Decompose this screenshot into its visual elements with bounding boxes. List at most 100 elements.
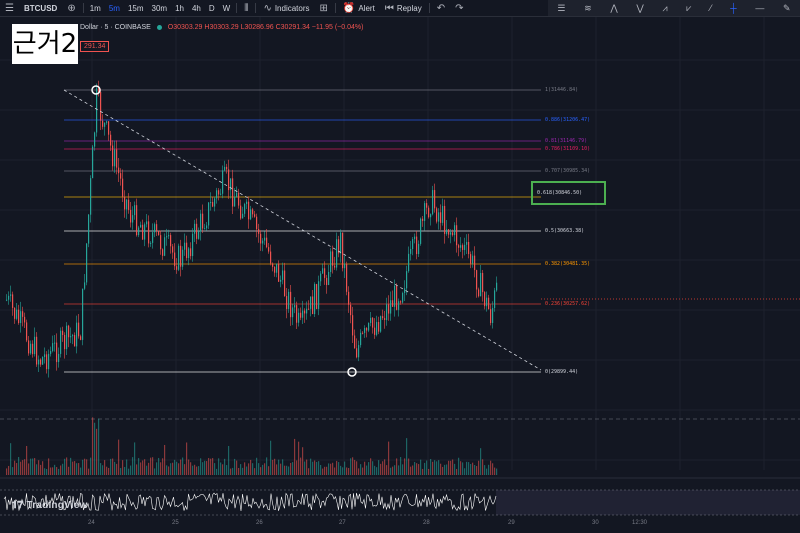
timeframe-1m[interactable]: 1m [89,3,101,13]
fib-level-label: 0(29899.44) [545,369,579,375]
volume-bar [284,465,286,475]
time-axis-label: 30 [592,520,599,526]
candle-body [320,273,322,282]
timeframe-4h[interactable]: 4h [191,3,201,13]
trend-line-icon[interactable]: ⁄ [710,3,712,13]
volume-bar [346,467,348,475]
redo-icon[interactable]: ↷ [455,2,464,14]
price-chart[interactable] [0,17,800,528]
candle-body [148,221,150,244]
candle-body [192,233,194,257]
volume-bar [84,458,86,475]
volume-bar [70,457,72,475]
volume-bar [142,460,144,475]
elliott-wave-icon[interactable]: ⩘ [662,2,668,13]
volume-bar [102,465,104,475]
candle-body [140,224,142,228]
watermark-text: TradingView [26,500,88,511]
pattern-xabcd-icon[interactable]: ⋀ [610,2,618,13]
candle-body [194,223,196,234]
timeframe-15m[interactable]: 15m [127,3,144,13]
candle-body [392,300,394,307]
volume-bar [412,465,414,475]
symbol-search-button[interactable]: BTCUSD [23,3,58,13]
time-axis-label: 25 [172,520,179,526]
candle-body [156,224,158,231]
candle-body [138,227,140,236]
pattern-abcd-icon[interactable]: ⋁ [636,2,644,13]
candle-body [354,335,356,349]
volume-bar [282,459,284,475]
candle-body [474,255,476,271]
volume-bar [468,462,470,475]
indicators-button[interactable]: ∿ Indicators [258,0,314,16]
volume-bar [170,463,172,475]
volume-bar [120,468,122,475]
templates-icon[interactable]: ⊞ [319,2,328,14]
candle-body [286,296,288,309]
candle-body [466,241,468,245]
toolbar-divider [82,3,84,13]
volume-bar [366,465,368,475]
candle-body [350,304,352,316]
volume-bar [118,439,120,475]
fib-retracement-icon[interactable]: ☰ [557,2,566,13]
brush-icon[interactable]: ✎ [783,2,791,13]
candle-body [328,271,330,285]
volume-bar [224,458,226,475]
candle-body [338,239,340,254]
timeframe-5m[interactable]: 5m [108,3,120,13]
candle-body [204,228,206,230]
volume-bar [456,468,458,475]
candle-body [456,225,458,246]
fib-level-label: 0.5(30663.38) [545,228,585,234]
crosshair-icon[interactable]: ┼ [730,3,737,13]
volume-bar [254,468,256,475]
candle-body [162,249,164,256]
candle-body [288,291,290,309]
alert-label: Alert [358,3,375,13]
candle-body [472,255,474,264]
candle-body [360,332,362,346]
candle-body [364,328,366,333]
chart-area[interactable] [0,17,800,528]
volume-bar [388,441,390,475]
timeframe-W[interactable]: W [222,3,231,13]
candle-body [388,304,390,314]
volume-bar [424,462,426,475]
candle-body [414,236,416,240]
candle-body [418,243,420,255]
undo-icon[interactable]: ↶ [436,2,446,14]
candle-body [306,308,308,314]
candle-body [370,317,372,323]
timeframe-30m[interactable]: 30m [151,3,168,13]
ohlc-values: O30303.29 H30303.29 L30286.96 C30291.34 … [167,24,364,31]
volume-bar [32,458,34,475]
replay-button[interactable]: ⏮ Replay [380,0,427,16]
volume-bar [490,460,492,475]
volume-bar [448,460,450,475]
volume-bar [414,461,416,475]
horizontal-line-icon[interactable]: — [755,3,765,13]
candle-body [154,224,156,233]
candle-body [236,192,238,198]
candle-body [318,281,320,309]
add-symbol-icon[interactable]: ⊕ [67,2,76,14]
timeframe-1h[interactable]: 1h [175,3,184,13]
cycle-lines-icon[interactable]: ⩗ [686,2,692,13]
candle-body [102,120,104,127]
alert-button[interactable]: ⏰ Alert [338,0,380,16]
candle-body [164,237,166,256]
volume-bar [242,467,244,475]
candle-type-icon[interactable]: ⫴ [244,2,249,14]
candle-body [130,209,132,223]
fib-extension-icon[interactable]: ≋ [584,2,592,13]
candle-body [312,296,314,315]
timeframe-D[interactable]: D [208,3,215,13]
candle-body [398,301,400,310]
volume-bar [314,460,316,475]
candle-body [244,204,246,214]
candle-body [64,334,66,350]
candle-body [488,297,490,310]
menu-icon[interactable]: ☰ [5,2,14,14]
